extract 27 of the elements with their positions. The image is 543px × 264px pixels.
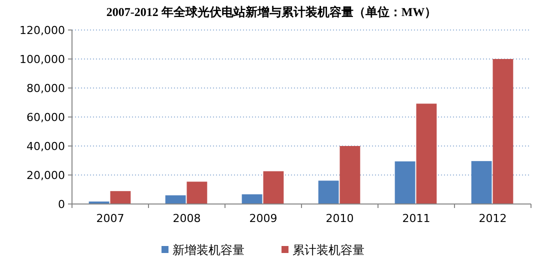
bar xyxy=(492,59,514,204)
bar xyxy=(340,146,360,204)
bar xyxy=(394,161,416,204)
bar xyxy=(471,161,492,204)
chart-title: 2007-2012 年全球光伏电站新增与累计装机容量（单位：MW） xyxy=(106,5,437,19)
y-tick-label: 100,000 xyxy=(20,52,65,66)
bar xyxy=(186,182,208,204)
x-tick-label: 2011 xyxy=(402,212,430,225)
bar xyxy=(165,195,186,204)
x-tick-label: 2012 xyxy=(478,212,507,225)
x-tick-label: 2008 xyxy=(172,212,201,225)
bar xyxy=(416,104,437,204)
y-tick-label: 120,000 xyxy=(20,24,65,37)
y-tick-label: 80,000 xyxy=(26,82,65,95)
bar xyxy=(263,171,284,204)
bar xyxy=(242,194,262,204)
y-tick-label: 40,000 xyxy=(26,140,65,153)
x-tick-label: 2007 xyxy=(96,212,124,225)
legend-label: 新增装机容量 xyxy=(172,243,244,258)
bar xyxy=(110,191,131,204)
legend-label: 累计装机容量 xyxy=(292,243,364,258)
bar xyxy=(318,180,339,204)
y-tick-label: 20,000 xyxy=(26,168,65,182)
y-tick-label: 0 xyxy=(58,198,65,211)
x-tick-label: 2010 xyxy=(326,212,354,225)
y-tick-label: 60,000 xyxy=(26,110,65,124)
x-tick-label: 2009 xyxy=(249,212,278,225)
